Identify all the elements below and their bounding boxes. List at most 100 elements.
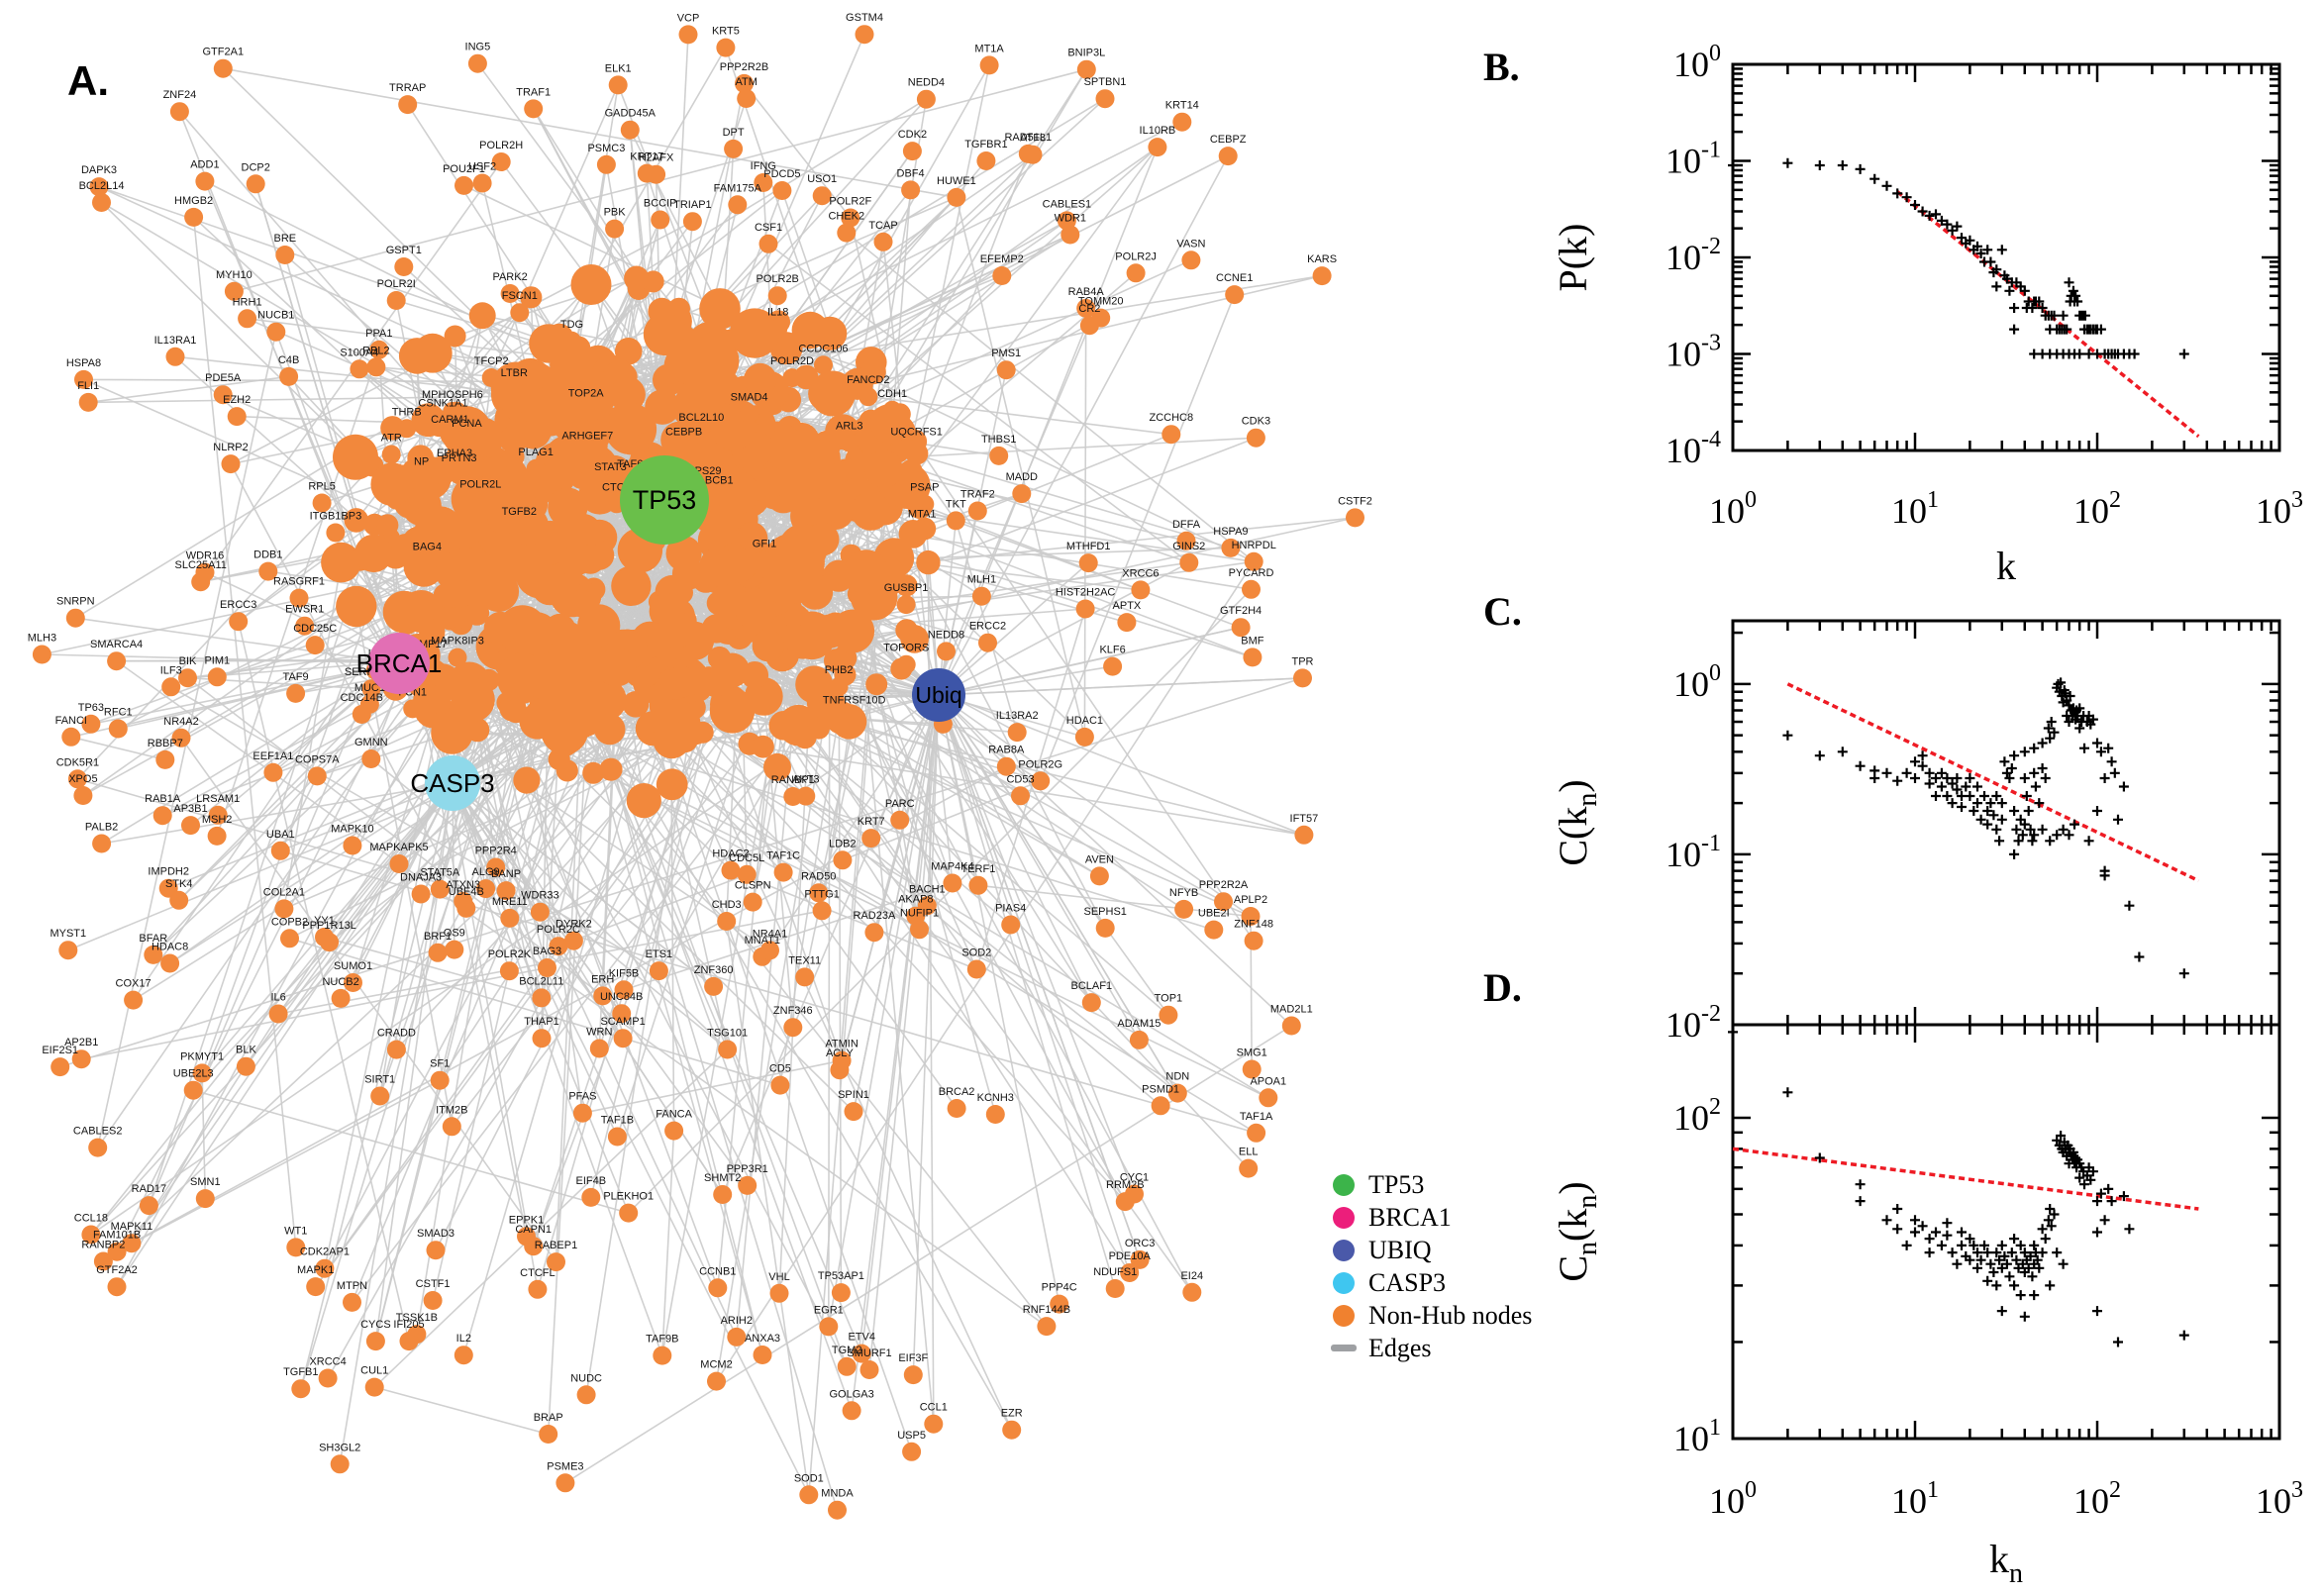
network-node xyxy=(447,579,475,608)
network-node xyxy=(653,1346,672,1365)
network-node xyxy=(698,547,739,587)
network-node-label: TAF9B xyxy=(646,1334,678,1346)
network-node-label: TOP1 xyxy=(1155,993,1183,1005)
network-node xyxy=(608,75,628,95)
network-node xyxy=(1214,892,1233,912)
network-node xyxy=(864,449,903,488)
network-node xyxy=(768,319,788,339)
network-node xyxy=(344,508,369,533)
network-node xyxy=(364,1377,384,1397)
network-node xyxy=(708,1278,728,1298)
network-node-label: YY1 xyxy=(314,915,335,927)
network-node xyxy=(268,1004,288,1024)
network-node xyxy=(593,986,613,1006)
network-node-label: NUDC xyxy=(570,1372,602,1384)
network-node xyxy=(161,677,181,697)
network-node-label: AP3B1 xyxy=(173,803,207,815)
network-node xyxy=(674,439,694,458)
network-node-label: WT1 xyxy=(284,1225,307,1237)
axis-ticks xyxy=(1731,1025,2281,1441)
network-node xyxy=(1117,613,1137,633)
network-node xyxy=(664,1121,684,1141)
network-node xyxy=(916,89,936,109)
network-node xyxy=(1176,531,1196,550)
network-node-label: EPPK1 xyxy=(509,1214,544,1226)
network-node xyxy=(122,1234,142,1253)
network-node-label: PSMD1 xyxy=(1142,1083,1179,1095)
network-node xyxy=(213,385,233,405)
network-node xyxy=(706,487,726,507)
network-node xyxy=(577,443,597,462)
network-node xyxy=(1241,907,1261,926)
network-node xyxy=(775,446,806,477)
network-node xyxy=(799,1485,819,1505)
network-node-label: IL2 xyxy=(456,1333,471,1345)
network-node xyxy=(996,360,1016,380)
network-node xyxy=(1159,1005,1178,1025)
network-node xyxy=(88,1138,108,1157)
network-node xyxy=(737,864,757,884)
network-node xyxy=(440,426,459,446)
network-node xyxy=(1259,1088,1278,1108)
network-node xyxy=(246,174,265,194)
network-node xyxy=(448,648,467,667)
network-node xyxy=(456,431,476,449)
network-node xyxy=(774,466,822,513)
network-node-label: POLR2D xyxy=(770,355,814,367)
network-node xyxy=(1221,538,1241,557)
network-node xyxy=(1312,266,1332,286)
network-node-label: PPP4C xyxy=(1042,1282,1077,1294)
network-node xyxy=(1243,648,1262,667)
network-node xyxy=(882,400,902,420)
network-node xyxy=(326,523,346,543)
network-node-label: USF2 xyxy=(468,161,496,173)
network-node-label: TAF9 xyxy=(283,671,309,683)
network-node-label: HNRPDL xyxy=(1232,540,1276,551)
network-node-label: ERCC2 xyxy=(969,621,1006,633)
network-node-label: ORC3 xyxy=(1125,1238,1156,1249)
network-node-label: FANCD2 xyxy=(847,374,889,386)
network-node xyxy=(691,425,711,444)
tick-label: 100 xyxy=(1709,1477,1757,1521)
network-node-label: GTF2H4 xyxy=(1220,605,1262,617)
network-node-label: NR4A1 xyxy=(753,928,787,940)
network-node xyxy=(513,766,541,794)
network-node xyxy=(809,466,843,501)
network-node xyxy=(183,1080,203,1100)
network-node xyxy=(330,1454,350,1474)
network-node-label: NFYB xyxy=(1169,887,1198,899)
network-node xyxy=(289,588,309,608)
network-node xyxy=(831,1283,851,1303)
network-node-label: ALG9 xyxy=(472,866,500,878)
network-node xyxy=(61,727,81,747)
network-node-label: CCNB1 xyxy=(699,1265,736,1277)
network-node xyxy=(758,234,778,253)
network-node xyxy=(996,756,1016,776)
network-node xyxy=(476,879,496,899)
network-node xyxy=(1075,599,1095,619)
network-node xyxy=(1167,1083,1187,1103)
network-node-label: SPIN1 xyxy=(838,1089,869,1101)
tick-label: 100 xyxy=(1673,660,1721,704)
network-node-label: EGR1 xyxy=(814,1304,844,1316)
network-node xyxy=(398,95,418,115)
network-node xyxy=(744,362,777,396)
network-node-label: NUFIP1 xyxy=(900,907,939,919)
network-node xyxy=(524,386,574,437)
network-node-label: MAPK11 xyxy=(111,1221,153,1233)
network-node xyxy=(769,1283,789,1303)
network-node xyxy=(1244,551,1263,571)
network-node xyxy=(414,506,464,555)
network-node xyxy=(144,945,163,964)
network-node-labels: TAF1CTAF1ATAF1BTAF9BTAF6TAF9CEBPZGTF2A2G… xyxy=(28,12,1372,1499)
legend-label: TP53 xyxy=(1368,1169,1425,1199)
network-node xyxy=(65,608,85,628)
network-node-label: AP2B1 xyxy=(64,1037,98,1048)
network-node-label: RANBP1 xyxy=(771,774,815,786)
network-node xyxy=(1162,425,1181,445)
network-node xyxy=(752,735,774,758)
network-node xyxy=(809,370,856,417)
network-node xyxy=(549,937,568,956)
network-node-label: CDC25C xyxy=(293,623,337,635)
network-node xyxy=(721,860,741,880)
